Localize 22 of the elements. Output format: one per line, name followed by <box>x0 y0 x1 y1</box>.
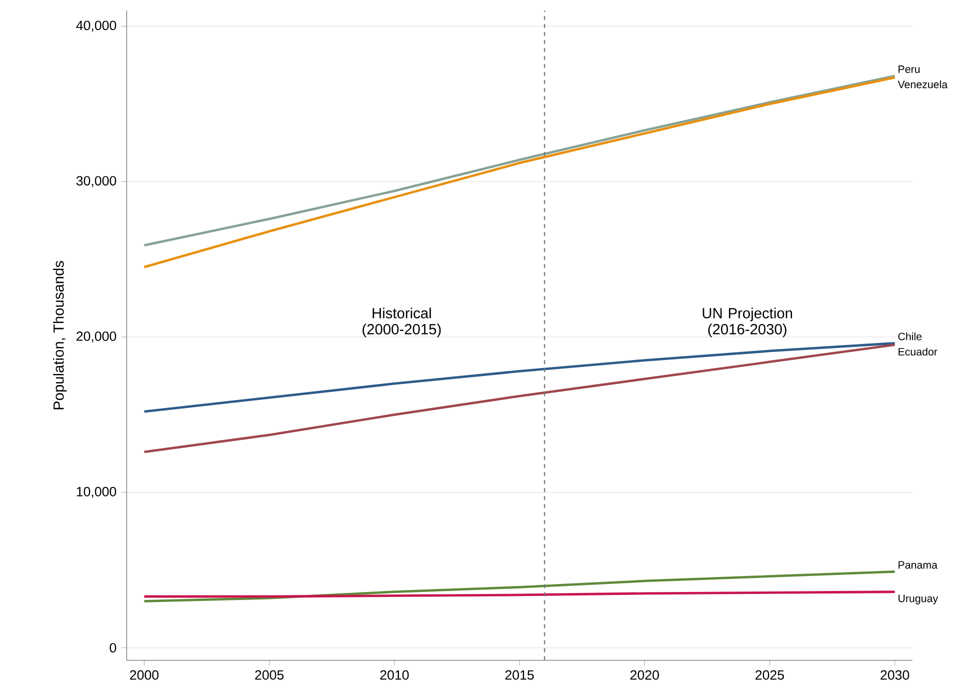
x-tick-label: 2010 <box>380 670 409 680</box>
x-tick-label: 2000 <box>130 670 159 680</box>
series-label: Ecuador <box>898 348 938 356</box>
y-tick-label: 40,000 <box>76 20 116 32</box>
y-tick-label: 10,000 <box>76 486 116 498</box>
series-label: Venezuela <box>898 80 948 88</box>
y-tick-label: 20,000 <box>76 331 116 342</box>
series-label: Peru <box>898 65 920 73</box>
series-label: Chile <box>898 332 922 340</box>
series-label: Uruguay <box>898 594 938 604</box>
y-tick-label: 30,000 <box>76 176 116 188</box>
x-tick-label: 2005 <box>255 670 284 680</box>
y-tick-label: 0 <box>110 642 116 652</box>
line-series <box>143 343 896 454</box>
x-tick-label: 2020 <box>630 670 659 680</box>
y-axis-title: Population, Thousands <box>53 260 67 410</box>
series-label: Panama <box>898 561 938 569</box>
x-tick-label: 2025 <box>756 670 784 680</box>
x-tick-label: 2030 <box>880 670 910 680</box>
x-tick-label: 2015 <box>505 670 534 680</box>
annotation: UN Projection (2016-2030) <box>702 308 792 338</box>
annotation: Historical (2000-2015) <box>362 308 441 338</box>
